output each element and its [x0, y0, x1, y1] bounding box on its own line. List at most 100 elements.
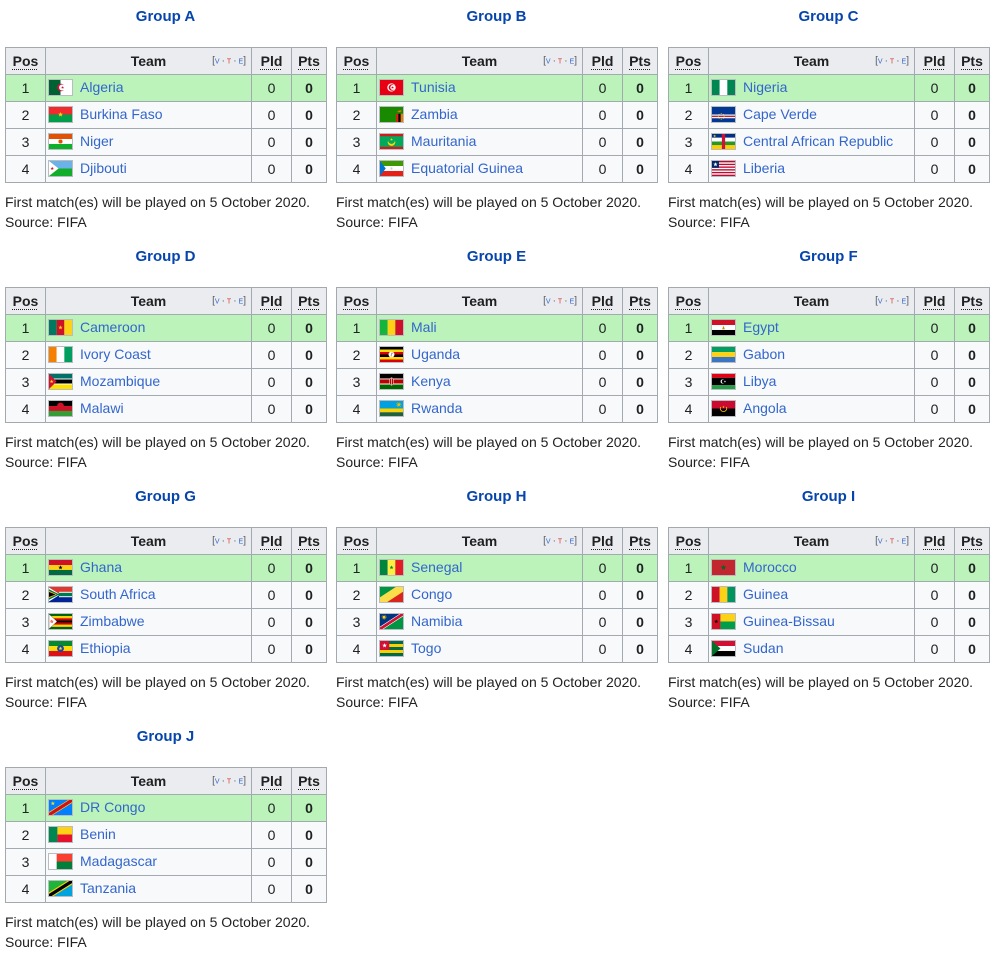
- vte-talk-link[interactable]: t: [226, 55, 232, 67]
- team-link[interactable]: Cameroon: [80, 319, 146, 336]
- standings-table: Pos Team [v · t · e] Pld Pts 1 Nigeria 0 0 2 Cape Verd…: [668, 47, 990, 183]
- vte-talk-link[interactable]: t: [557, 295, 563, 307]
- group-title-link[interactable]: Group J: [136, 728, 195, 745]
- vte-edit-link[interactable]: e: [238, 295, 244, 307]
- group-title-link[interactable]: Group E: [466, 248, 527, 265]
- team-link[interactable]: Sudan: [743, 640, 784, 657]
- vte-navbar: [v · t · e]: [212, 56, 246, 67]
- vte-close-bracket: ]: [243, 295, 246, 307]
- team-link[interactable]: Kenya: [411, 373, 451, 390]
- vte-talk-link[interactable]: t: [557, 55, 563, 67]
- vte-view-link[interactable]: v: [545, 535, 551, 547]
- vte-talk-link[interactable]: t: [889, 535, 895, 547]
- vte-edit-link[interactable]: e: [569, 55, 575, 67]
- team-link[interactable]: Tanzania: [80, 880, 137, 897]
- team-link[interactable]: Niger: [80, 133, 114, 150]
- played-cell: 0: [582, 314, 623, 342]
- team-link[interactable]: Cape Verde: [743, 106, 817, 123]
- team-link[interactable]: Djibouti: [80, 160, 127, 177]
- group-title-link[interactable]: Group I: [801, 488, 856, 505]
- team-link[interactable]: Namibia: [411, 613, 463, 630]
- team-link[interactable]: Libya: [743, 373, 777, 390]
- team-link[interactable]: Togo: [411, 640, 442, 657]
- points-cell: 0: [622, 128, 658, 156]
- vte-view-link[interactable]: v: [877, 535, 883, 547]
- vte-talk-link[interactable]: t: [226, 775, 232, 787]
- vte-talk-link[interactable]: t: [226, 295, 232, 307]
- vte-edit-link[interactable]: e: [238, 535, 244, 547]
- team-link[interactable]: Liberia: [743, 160, 786, 177]
- team-link[interactable]: Zimbabwe: [80, 613, 145, 630]
- vte-edit-link[interactable]: e: [901, 55, 907, 67]
- team-cell: Burkina Faso: [45, 101, 252, 129]
- team-link[interactable]: Rwanda: [411, 400, 463, 417]
- played-cell: 0: [582, 395, 623, 423]
- vte-view-link[interactable]: v: [877, 295, 883, 307]
- team-link[interactable]: Angola: [743, 400, 787, 417]
- team-link[interactable]: Ethiopia: [80, 640, 131, 657]
- team-row: 2 Gabon 0 0: [668, 341, 990, 369]
- team-link[interactable]: South Africa: [80, 586, 156, 603]
- group-title-link[interactable]: Group C: [798, 8, 859, 25]
- vte-separator: ·: [896, 295, 900, 307]
- team-cell: Djibouti: [45, 155, 252, 183]
- vte-talk-link[interactable]: t: [889, 295, 895, 307]
- position-cell: 4: [668, 395, 709, 423]
- team-link[interactable]: Equatorial Guinea: [411, 160, 524, 177]
- vte-talk-link[interactable]: t: [226, 535, 232, 547]
- vte-edit-link[interactable]: e: [569, 295, 575, 307]
- team-link[interactable]: Egypt: [743, 319, 779, 336]
- vte-view-link[interactable]: v: [545, 55, 551, 67]
- points-cell: 0: [291, 155, 327, 183]
- note-first-match: First match(es) will be played on 5 Octo…: [668, 194, 974, 210]
- team-link[interactable]: Madagascar: [80, 853, 158, 870]
- team-link[interactable]: Benin: [80, 826, 116, 843]
- team-cell: Mali: [376, 314, 583, 342]
- team-link[interactable]: Tunisia: [411, 79, 456, 96]
- group-title-link[interactable]: Group F: [799, 248, 858, 265]
- team-link[interactable]: Malawi: [80, 400, 124, 417]
- team-link[interactable]: Zambia: [411, 106, 458, 123]
- group-title-link[interactable]: Group B: [466, 8, 527, 25]
- team-link[interactable]: Nigeria: [743, 79, 788, 96]
- vte-view-link[interactable]: v: [214, 535, 220, 547]
- vte-view-link[interactable]: v: [877, 55, 883, 67]
- header-pts-label: Pts: [298, 773, 320, 789]
- team-link[interactable]: Mozambique: [80, 373, 161, 390]
- vte-view-link[interactable]: v: [214, 295, 220, 307]
- vte-edit-link[interactable]: e: [238, 775, 244, 787]
- vte-edit-link[interactable]: e: [901, 535, 907, 547]
- points-cell: 0: [622, 101, 658, 129]
- team-link[interactable]: Mali: [411, 319, 437, 336]
- flag-icon-nigeria: [711, 78, 736, 96]
- vte-edit-link[interactable]: e: [901, 295, 907, 307]
- group-title-link[interactable]: Group H: [466, 488, 527, 505]
- team-link[interactable]: Guinea: [743, 586, 789, 603]
- vte-talk-link[interactable]: t: [557, 535, 563, 547]
- team-link[interactable]: Congo: [411, 586, 453, 603]
- group-title: Group A: [5, 8, 326, 26]
- team-link[interactable]: Ghana: [80, 559, 123, 576]
- team-link[interactable]: Morocco: [743, 559, 797, 576]
- team-link[interactable]: Senegal: [411, 559, 463, 576]
- team-link[interactable]: Burkina Faso: [80, 106, 163, 123]
- group-title-link[interactable]: Group D: [135, 248, 196, 265]
- team-link[interactable]: Guinea-Bissau: [743, 613, 835, 630]
- group-title-link[interactable]: Group G: [135, 488, 196, 505]
- vte-talk-link[interactable]: t: [889, 55, 895, 67]
- flag-icon-cameroon: [48, 318, 73, 336]
- vte-edit-link[interactable]: e: [238, 55, 244, 67]
- vte-view-link[interactable]: v: [214, 775, 220, 787]
- note-source: Source: FIFA: [336, 694, 418, 710]
- team-link[interactable]: Ivory Coast: [80, 346, 151, 363]
- team-link[interactable]: Algeria: [80, 79, 124, 96]
- team-link[interactable]: Uganda: [411, 346, 461, 363]
- group-title-link[interactable]: Group A: [135, 8, 196, 25]
- vte-edit-link[interactable]: e: [569, 535, 575, 547]
- team-link[interactable]: Mauritania: [411, 133, 477, 150]
- team-link[interactable]: Gabon: [743, 346, 786, 363]
- vte-view-link[interactable]: v: [214, 55, 220, 67]
- vte-view-link[interactable]: v: [545, 295, 551, 307]
- team-link[interactable]: Central African Republic: [743, 133, 894, 150]
- team-link[interactable]: DR Congo: [80, 799, 146, 816]
